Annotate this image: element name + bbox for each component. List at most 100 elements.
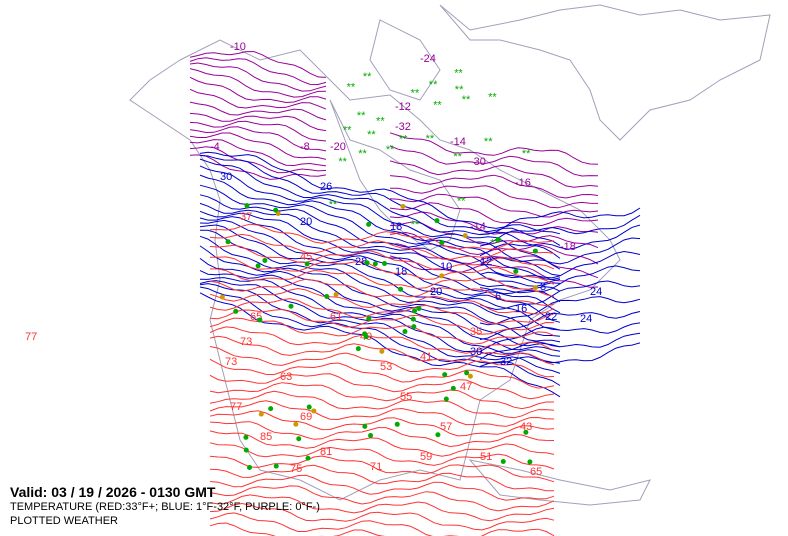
snow-symbol: **	[367, 129, 376, 141]
weather-symbol	[258, 411, 264, 417]
contour-label: 37	[240, 211, 252, 223]
contour-label: -18	[560, 241, 576, 253]
contour-label: 28	[355, 256, 367, 268]
snow-symbol: **	[455, 84, 464, 96]
purple-contour	[189, 68, 327, 98]
red-contour	[209, 522, 386, 536]
red-contour	[209, 346, 555, 378]
weather-symbol	[243, 447, 249, 453]
contour-label: 69	[300, 411, 312, 423]
contour-label: -32	[395, 121, 411, 133]
contour-label: 77	[25, 331, 37, 343]
purple-contour	[189, 132, 327, 160]
blue-contour	[479, 214, 641, 247]
weather-symbol	[244, 203, 250, 209]
contour-label: 57	[440, 421, 452, 433]
weather-symbol	[268, 406, 274, 412]
purple-contour	[189, 51, 327, 78]
snow-symbol: **	[488, 91, 497, 103]
weather-symbol	[255, 263, 261, 269]
contour-label: -14	[470, 221, 486, 233]
contour-label: 18	[395, 266, 407, 278]
purple-contour	[189, 120, 327, 142]
weather-symbol	[434, 218, 440, 224]
red-contour	[209, 464, 555, 492]
red-contour	[209, 485, 555, 512]
weather-symbol	[324, 294, 330, 300]
contour-label: -16	[515, 177, 531, 189]
weather-symbol	[464, 370, 470, 376]
contour-label: -10	[230, 41, 246, 53]
contour-label: 24	[580, 313, 592, 325]
purple-contour	[189, 139, 327, 167]
weather-symbol	[379, 348, 385, 354]
snow-symbol: **	[376, 115, 385, 127]
weather-symbol	[364, 260, 370, 266]
purple-contour	[189, 154, 327, 180]
snow-symbol: **	[462, 94, 471, 106]
red-contour	[210, 256, 555, 285]
weather-symbol	[442, 372, 448, 378]
contour-label: 73	[225, 356, 237, 368]
red-contour	[209, 308, 555, 335]
weather-symbol	[296, 436, 302, 442]
weather-symbol	[306, 404, 312, 410]
snow-symbol: **	[433, 99, 442, 111]
snow-symbol: **	[411, 219, 420, 231]
weather-symbol	[532, 248, 538, 254]
purple-contour	[389, 174, 599, 199]
red-contour	[209, 287, 555, 315]
contour-label: -20	[330, 141, 346, 153]
contour-label: -14	[450, 136, 466, 148]
weather-symbol	[273, 207, 279, 213]
weather-symbol	[411, 324, 417, 330]
contour-label: 32	[500, 356, 512, 368]
contour-label: -30	[470, 156, 486, 168]
weather-symbol	[311, 408, 317, 414]
weather-symbol	[382, 260, 388, 266]
temperature-legend: TEMPERATURE (RED:33°F+; BLUE: 1°F-32°F, …	[10, 501, 320, 513]
weather-symbol	[513, 268, 519, 274]
coastline	[129, 39, 621, 501]
weather-symbol	[532, 285, 538, 291]
contour-label: -12	[395, 101, 411, 113]
weather-symbol	[467, 373, 473, 379]
coastline	[468, 459, 651, 506]
weather-symbol	[400, 204, 406, 210]
weather-symbol	[527, 459, 533, 465]
snow-symbol: **	[338, 156, 347, 168]
snow-symbol: **	[399, 134, 408, 146]
contour-label: 18	[390, 221, 402, 233]
coastline	[329, 99, 461, 251]
contour-label: 20	[300, 216, 312, 228]
blue-contour	[199, 194, 561, 284]
contour-label: 51	[480, 451, 492, 463]
red-contour	[209, 244, 555, 271]
blue-contour	[199, 257, 561, 348]
contour-label: -4	[210, 141, 220, 153]
blue-contour	[479, 280, 641, 311]
weather-symbol	[247, 464, 253, 470]
blue-contour	[199, 219, 561, 314]
red-contour	[209, 233, 555, 261]
red-contour	[209, 326, 555, 354]
red-contour	[209, 358, 555, 389]
weather-symbol	[412, 308, 418, 314]
snow-symbol: **	[357, 110, 366, 122]
weather-symbol	[523, 429, 529, 435]
weather-symbol	[362, 331, 368, 337]
weather-symbol	[362, 423, 368, 429]
snow-symbol: **	[490, 238, 499, 250]
contour-label: 41	[420, 351, 432, 363]
contour-label: 61	[330, 311, 342, 323]
blue-contour	[479, 265, 641, 295]
weather-symbol	[439, 273, 445, 279]
purple-contour	[189, 101, 327, 121]
weather-symbol	[305, 455, 311, 461]
contour-label: 20	[430, 286, 442, 298]
red-contour	[209, 298, 555, 325]
red-contour	[209, 223, 555, 250]
weather-symbol	[500, 458, 506, 464]
weather-symbol	[225, 239, 231, 245]
